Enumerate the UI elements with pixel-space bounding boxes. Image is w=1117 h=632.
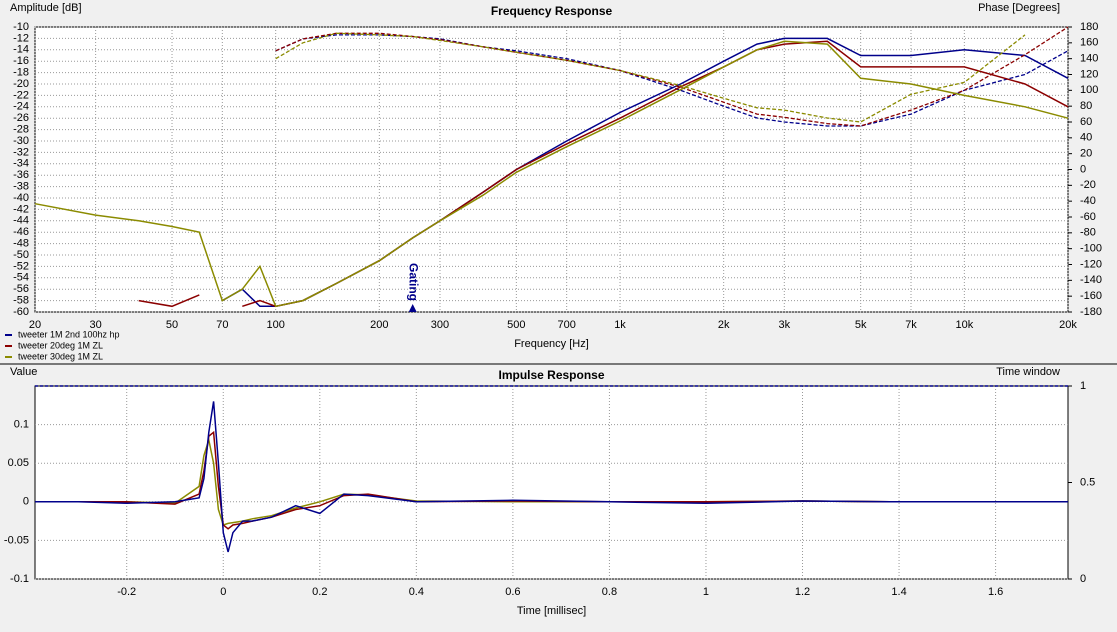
y2-tick-label: 180 (1080, 21, 1098, 33)
y-tick-label: -58 (13, 295, 29, 307)
y-tick-label: -12 (13, 32, 29, 44)
plot-area (34, 385, 1069, 580)
y-tick-label: -56 (13, 283, 29, 295)
x-tick-label: 1k (614, 319, 626, 331)
y-tick-label: -18 (13, 67, 29, 79)
y-axis-label: Amplitude [dB] (10, 2, 82, 14)
x-tick-label: 50 (166, 319, 178, 331)
data-line (34, 40, 1069, 308)
y2-tick-label: -40 (1080, 195, 1096, 207)
data-line (35, 401, 1068, 553)
y2-tick-label: -80 (1080, 227, 1096, 239)
y-tick-label: 0.1 (14, 419, 29, 431)
y-tick-label: -46 (13, 226, 29, 238)
x-tick-label: 0 (220, 586, 226, 598)
y2-tick-label: 100 (1080, 84, 1098, 96)
legend-entry: tweeter 30deg 1M ZL (18, 351, 103, 361)
y-tick-label: -20 (13, 78, 29, 90)
y-tick-label: -54 (13, 272, 29, 284)
y-tick-label: -44 (13, 215, 29, 227)
legend-entry: tweeter 1M 2nd 100hz hp (18, 329, 120, 339)
y2-tick-label: 80 (1080, 100, 1092, 112)
y-tick-label: -34 (13, 158, 29, 170)
y-tick-label: -26 (13, 112, 29, 124)
x-tick-label: 70 (216, 319, 228, 331)
x-axis-label: Time [millisec] (517, 605, 586, 617)
y-tick-label: -40 (13, 192, 29, 204)
y2-tick-label: 120 (1080, 68, 1098, 80)
y-tick-label: -14 (13, 44, 29, 56)
plot-area (34, 26, 1069, 313)
legend-entry: tweeter 20deg 1M ZL (18, 340, 103, 350)
y2-tick-label: -180 (1080, 306, 1102, 318)
y-tick-label: -42 (13, 203, 29, 215)
x-tick-label: 200 (370, 319, 388, 331)
y2-tick-label: 40 (1080, 132, 1092, 144)
y-tick-label: -50 (13, 249, 29, 261)
chart-title: Impulse Response (498, 368, 604, 382)
x-tick-label: 0.4 (409, 586, 424, 598)
y2-tick-label: 1 (1080, 380, 1086, 392)
x-tick-label: 20 (29, 319, 41, 331)
x-tick-label: 700 (557, 319, 575, 331)
y2-tick-label: -60 (1080, 211, 1096, 223)
annotation: Gating (407, 263, 421, 301)
y-tick-label: -24 (13, 101, 29, 113)
y2-tick-label: 0 (1080, 573, 1086, 585)
x-tick-label: 1.2 (795, 586, 810, 598)
y-tick-label: -22 (13, 89, 29, 101)
x-tick-label: 1.6 (988, 586, 1003, 598)
y2-tick-label: 0 (1080, 163, 1086, 175)
y2-tick-label: -160 (1080, 290, 1102, 302)
x-tick-label: 7k (905, 319, 917, 331)
x-tick-label: 30 (90, 319, 102, 331)
y2-tick-label: 0.5 (1080, 476, 1095, 488)
data-line (275, 26, 1069, 127)
x-tick-label: 20k (1059, 319, 1077, 331)
x-tick-label: 1 (703, 586, 709, 598)
x-tick-label: 5k (855, 319, 867, 331)
x-tick-label: 500 (507, 319, 525, 331)
x-tick-label: 1.4 (891, 586, 906, 598)
y2-tick-label: 140 (1080, 53, 1098, 65)
y-tick-label: -32 (13, 146, 29, 158)
y-tick-label: -38 (13, 181, 29, 193)
x-tick-label: 0.2 (312, 586, 327, 598)
y-tick-label: 0.05 (8, 457, 29, 469)
y-axis-label: Value (10, 366, 37, 378)
y2-tick-label: 60 (1080, 116, 1092, 128)
y2-tick-label: -140 (1080, 274, 1102, 286)
x-tick-label: 100 (266, 319, 284, 331)
y-tick-label: -36 (13, 169, 29, 181)
x-tick-label: 10k (955, 319, 973, 331)
y-tick-label: -48 (13, 238, 29, 250)
y2-tick-label: -120 (1080, 258, 1102, 270)
data-line (275, 32, 1026, 123)
x-tick-label: 3k (778, 319, 790, 331)
y-tick-label: -0.05 (4, 534, 29, 546)
x-tick-label: 0.6 (505, 586, 520, 598)
y2-tick-label: -20 (1080, 179, 1096, 191)
y-tick-label: -60 (13, 306, 29, 318)
chart-title: Frequency Response (491, 4, 613, 18)
y-tick-label: -30 (13, 135, 29, 147)
y-tick-label: -28 (13, 124, 29, 136)
x-tick-label: 2k (718, 319, 730, 331)
y-tick-label: -10 (13, 21, 29, 33)
x-tick-label: 0.8 (602, 586, 617, 598)
y2-tick-label: 160 (1080, 37, 1098, 49)
annotation-marker (408, 304, 417, 312)
x-tick-label: -0.2 (117, 586, 136, 598)
y-tick-label: -52 (13, 260, 29, 272)
y2-axis-label: Time window (996, 366, 1060, 378)
y-tick-label: 0 (23, 496, 29, 508)
y2-tick-label: 20 (1080, 148, 1092, 160)
y-tick-label: -16 (13, 55, 29, 67)
y2-axis-label: Phase [Degrees] (978, 2, 1060, 14)
x-tick-label: 300 (431, 319, 449, 331)
y2-tick-label: -100 (1080, 243, 1102, 255)
y-tick-label: -0.1 (10, 573, 29, 585)
x-axis-label: Frequency [Hz] (514, 338, 589, 350)
